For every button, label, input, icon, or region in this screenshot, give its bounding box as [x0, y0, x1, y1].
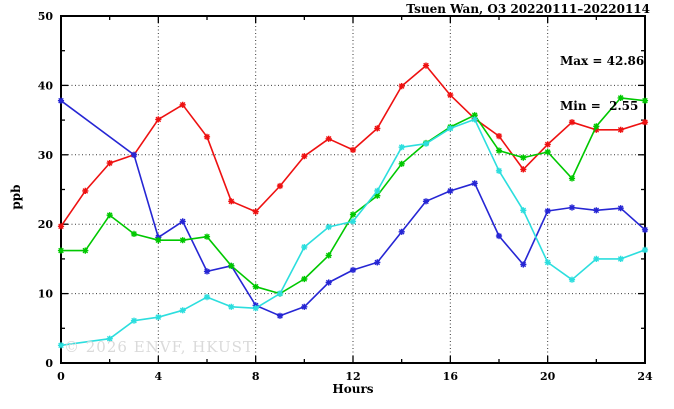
y-tick-label: 10 [38, 288, 54, 301]
max-value-label: Max = 42.86 [560, 54, 645, 68]
y-tick-label: 30 [38, 149, 54, 162]
chart-title: Tsuen Wan, O3 20220111–20220114 [406, 2, 650, 16]
y-tick-label: 40 [38, 79, 54, 92]
x-axis-label: Hours [332, 382, 374, 396]
x-tick-label: 0 [57, 370, 65, 383]
cyan-series-markers [57, 116, 649, 349]
cyan-series-line [60, 118, 646, 347]
y-tick-label: 0 [45, 357, 53, 370]
watermark: © 2026 ENVF, HKUST [64, 338, 254, 356]
x-tick-label: 20 [540, 370, 556, 383]
y-axis-label: ppb [9, 184, 23, 210]
x-tick-label: 12 [345, 370, 360, 383]
plot-border [60, 15, 646, 364]
x-tick-label: 4 [155, 370, 163, 383]
max-min-annotation: Max = 42.86 Min = 2.55 [560, 24, 644, 144]
x-tick-label: 8 [252, 370, 260, 383]
x-tick-label: 24 [637, 370, 653, 383]
x-tick-label: 16 [443, 370, 459, 383]
y-tick-label: 20 [38, 218, 54, 231]
red-series-markers [57, 62, 649, 230]
y-tick-label: 50 [38, 10, 54, 23]
min-value-label: Min = 2.55 [560, 99, 639, 113]
